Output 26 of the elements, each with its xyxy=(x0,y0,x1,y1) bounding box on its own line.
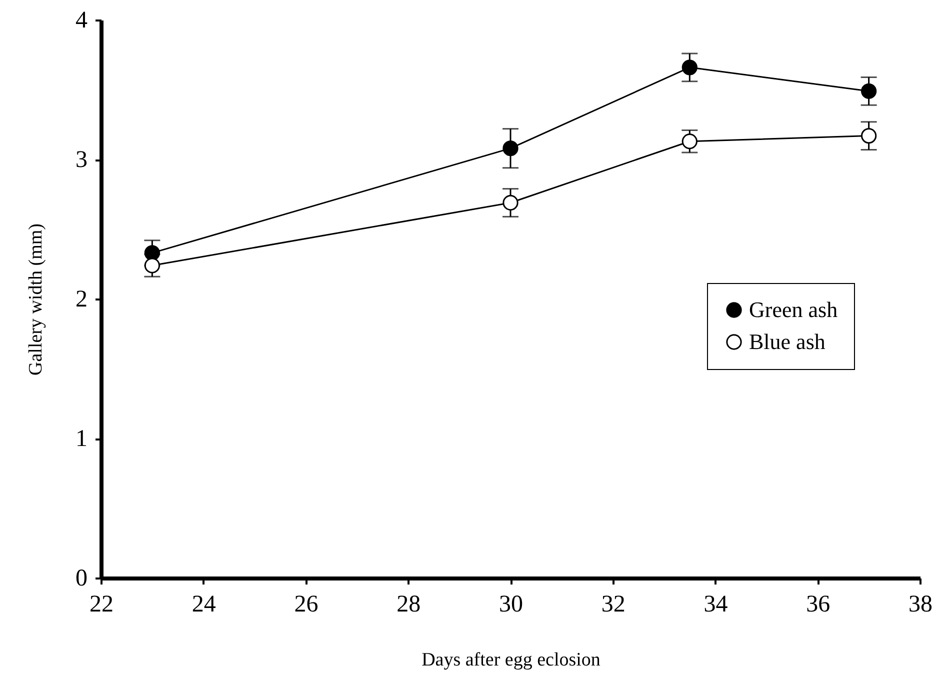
x-tick-label: 34 xyxy=(704,592,728,618)
x-tick-label: 28 xyxy=(396,592,421,618)
x-axis-title: Days after egg eclosion xyxy=(422,650,601,670)
y-tick-label: 1 xyxy=(76,426,88,452)
point xyxy=(502,194,518,211)
x-tick-label: 22 xyxy=(90,592,114,618)
y-axis-title: Gallery width (mm) xyxy=(26,224,46,376)
legend-label: Blue ash xyxy=(749,329,826,354)
x-tick-label: 36 xyxy=(806,592,830,618)
y-tick-label: 3 xyxy=(76,147,88,173)
point xyxy=(682,134,698,150)
x-tick-label: 32 xyxy=(601,592,626,618)
x-tick-label: 26 xyxy=(294,592,318,618)
y-tick-label: 0 xyxy=(76,566,88,592)
x-tick-label: 38 xyxy=(908,592,932,618)
point xyxy=(502,140,518,156)
point xyxy=(144,258,160,274)
y-tick-label: 2 xyxy=(76,286,88,312)
x-tick-label: 30 xyxy=(499,592,523,618)
point xyxy=(860,83,877,99)
point xyxy=(144,245,160,261)
x-tick-label: 24 xyxy=(192,592,216,618)
y-tick-label: 4 xyxy=(76,8,88,34)
point xyxy=(682,60,698,76)
point xyxy=(860,128,877,144)
legend-label: Green ash xyxy=(749,297,838,322)
